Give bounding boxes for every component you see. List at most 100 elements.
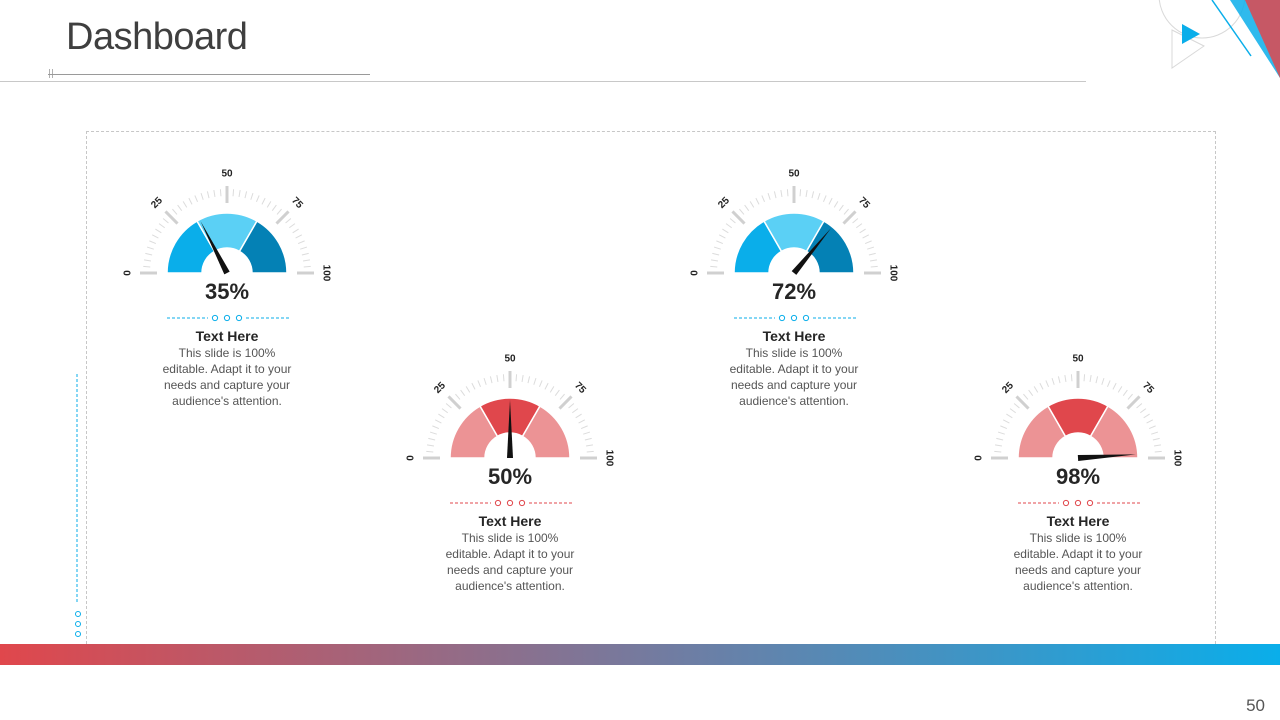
gauge-scale-label: 100: [887, 265, 898, 282]
gauge-minor-tick: [761, 195, 765, 203]
gauge-minor-tick: [256, 195, 260, 203]
gauge-scale-label: 50: [504, 354, 516, 365]
gauge-minor-tick: [162, 218, 169, 224]
gauge-minor-tick: [823, 195, 827, 203]
gauge-minor-tick: [188, 197, 193, 205]
gauge-minor-tick: [244, 191, 248, 199]
gauge-dial: 0 25 50 75 100: [123, 169, 331, 322]
gauge-minor-tick: [266, 201, 272, 208]
title-divider: [0, 81, 1086, 82]
gauge-scale-label: 75: [856, 195, 872, 211]
gauge-major-tick: [842, 210, 857, 225]
gauge-needle: [200, 221, 230, 275]
gauge-scale-label: 100: [320, 265, 331, 282]
gauge-minor-tick: [502, 374, 505, 382]
gauge-minor-tick: [300, 246, 308, 250]
gauge-minor-tick: [145, 252, 153, 256]
gauge-minor-tick: [289, 223, 296, 229]
gauge-minor-tick: [838, 204, 844, 211]
gauge-divider-dot: [518, 499, 526, 507]
gauge-minor-tick: [533, 377, 537, 385]
gauge-minor-tick: [716, 240, 724, 244]
gauge-minor-tick: [718, 234, 726, 239]
gauge-major-tick: [447, 395, 462, 410]
gauge-minor-tick: [303, 265, 311, 268]
gauge-minor-tick: [994, 450, 1002, 453]
gauge-dial: 0 25 50 75 100: [406, 354, 614, 507]
gauge-minor-tick: [483, 377, 487, 385]
gauge-scale-label: 0: [123, 270, 134, 276]
gauge-minor-tick: [843, 208, 849, 215]
gauge-band-segment: [1089, 405, 1139, 459]
gauge-minor-tick: [1143, 413, 1150, 419]
gauge-minor-tick: [1101, 377, 1105, 385]
gauge-minor-tick: [805, 189, 808, 198]
gauge-minor-tick: [445, 403, 452, 409]
gauge-minor-tick: [172, 208, 178, 215]
gauge-minor-tick: [1009, 408, 1016, 414]
gauge-minor-tick: [496, 374, 499, 383]
gauge-heading: Text Here: [195, 328, 259, 344]
gauge-value: 98%: [1055, 464, 1101, 489]
gauge-dial: 0 25 50 75 100: [690, 169, 898, 322]
gauge-minor-tick: [232, 189, 235, 197]
gauge-card: 0 25 50 75 100 72% Text Here This slide is 1…: [684, 167, 904, 427]
gauge-scale-label: 25: [149, 195, 165, 211]
gauge-minor-tick: [811, 191, 815, 199]
gauge-minor-tick: [1153, 444, 1162, 447]
gauge-needle: [507, 400, 513, 458]
gauge-minor-tick: [996, 437, 1004, 441]
gauge-major-tick: [1126, 395, 1141, 410]
gauge-scale-label: 25: [432, 380, 448, 396]
gauge-minor-tick: [465, 386, 471, 393]
gauge-major-tick: [1015, 395, 1030, 410]
gauge-minor-tick: [572, 408, 579, 414]
gauge-minor-tick: [455, 393, 461, 400]
gauge-minor-tick: [177, 204, 183, 211]
gauge-minor-tick: [583, 431, 591, 435]
gauge-minor-tick: [1089, 374, 1092, 383]
gauge-minor-tick: [295, 234, 303, 239]
page-title: Dashboard: [66, 16, 248, 58]
gauge-minor-tick: [489, 376, 493, 384]
gauge-minor-tick: [441, 408, 448, 414]
bottom-gradient-band: [0, 644, 1280, 665]
gauge-scale-label: 50: [1072, 354, 1084, 365]
gauge-major-tick: [558, 395, 573, 410]
gauge-minor-tick: [578, 419, 586, 424]
gauge-minor-tick: [559, 393, 565, 400]
gauge-scale-label: 50: [788, 169, 800, 180]
gauge-card: 0 25 50 75 100 50% Text Here This slide is 1…: [400, 352, 620, 612]
gauge-divider-dot: [235, 314, 243, 322]
gauge-minor-tick: [477, 380, 481, 388]
gauge-minor-tick: [584, 437, 592, 441]
gauge-minor-tick: [725, 223, 732, 229]
gauge-minor-tick: [432, 425, 440, 429]
gauge-minor-tick: [527, 376, 531, 384]
gauge-minor-tick: [739, 208, 745, 215]
gauge-minor-tick: [568, 403, 575, 409]
gauge-band-segment: [238, 220, 288, 274]
gauge-minor-tick: [869, 259, 878, 262]
gauge-minor-tick: [744, 204, 750, 211]
gauge-minor-tick: [1152, 437, 1160, 441]
gauge-minor-tick: [712, 252, 720, 256]
gauge-divider-dot: [494, 499, 502, 507]
gauge-minor-tick: [1013, 403, 1020, 409]
gauge-minor-tick: [713, 246, 721, 250]
gauge-minor-tick: [539, 380, 543, 388]
gauge-minor-tick: [856, 223, 863, 229]
gauge-card: 0 25 50 75 100 35% Text Here This slide is 1…: [117, 167, 337, 427]
gauge-minor-tick: [710, 259, 719, 262]
corner-triangle-decoration: [1158, 0, 1280, 78]
gauge-minor-tick: [1006, 413, 1013, 419]
gauge-minor-tick: [1136, 403, 1143, 409]
gauge-minor-tick: [521, 374, 524, 383]
gauge-scale-label: 25: [716, 195, 732, 211]
gauge-minor-tick: [428, 437, 436, 441]
gauge-minor-tick: [206, 191, 210, 199]
gauge-minor-tick: [250, 192, 254, 200]
gauge-band-segment: [521, 405, 571, 459]
gauge-major-tick: [164, 210, 179, 225]
gauge-value: 50%: [487, 464, 533, 489]
